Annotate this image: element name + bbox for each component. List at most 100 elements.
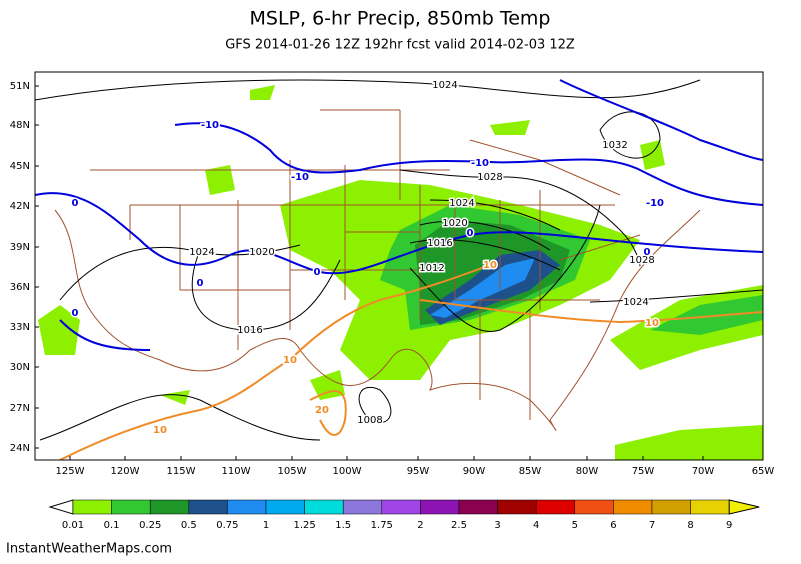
colorbar-box — [690, 499, 730, 515]
lat-label: 36N — [10, 282, 30, 293]
lon-label: 80W — [576, 466, 599, 477]
precip-area — [615, 425, 763, 460]
contour-label: -10 — [471, 158, 489, 169]
colorbar-box — [651, 499, 691, 515]
colorbar-label: 2.5 — [451, 520, 467, 531]
contour-label: 0 — [314, 267, 321, 278]
colorbar: 0.01 0.1 0.25 0.5 0.75 1 1.25 1.5 1.75 2 2.5 3 4 5 6 7 8… — [48, 499, 760, 531]
lon-label: 115W — [167, 466, 196, 477]
colorbar-label: 1.75 — [371, 520, 393, 531]
colorbar-box — [613, 499, 653, 515]
colorbar-label: 8 — [687, 520, 693, 531]
contour-label: 10 — [645, 318, 659, 329]
colorbar-label: 2 — [417, 520, 423, 531]
contour-label: 0 — [467, 228, 474, 239]
contour-label: 1028 — [629, 255, 654, 266]
lon-label: 65W — [752, 466, 775, 477]
cold-isotherm — [35, 79, 763, 351]
colorbar-box — [420, 499, 460, 515]
lat-label: 39N — [10, 242, 30, 253]
contour-label: 1024 — [189, 247, 214, 258]
colorbar-box — [149, 499, 190, 515]
contour-label: 10 — [483, 260, 497, 271]
lon-label: 95W — [407, 466, 430, 477]
colorbar-label: 1.5 — [335, 520, 351, 531]
colorbar-box — [342, 499, 383, 515]
lon-label: 70W — [692, 466, 715, 477]
colorbar-label: 0.1 — [104, 520, 120, 531]
colorbar-box — [535, 499, 576, 515]
colorbar-label: 4 — [533, 520, 539, 531]
contour-label: 0 — [197, 278, 204, 289]
colorbar-box — [574, 499, 614, 515]
coast — [54, 209, 701, 431]
contour-label: 10 — [283, 355, 297, 366]
lat-label: 27N — [10, 403, 30, 414]
lat-label: 45N — [10, 161, 30, 172]
colorbar-arrow — [728, 499, 760, 515]
contour-label: 20 — [315, 405, 329, 416]
lon-label: 125W — [56, 466, 85, 477]
lon-label: 85W — [519, 466, 542, 477]
colorbar-label: 0.25 — [139, 520, 161, 531]
lat-label: 24N — [10, 443, 30, 454]
lat-label: 48N — [10, 120, 30, 131]
colorbar-box — [304, 499, 344, 515]
lat-label: 33N — [10, 322, 30, 333]
colorbar-label: 9 — [726, 520, 732, 531]
colorbar-label: 7 — [649, 520, 655, 531]
contour-label: 1024 — [432, 80, 457, 91]
colorbar-label: 0.5 — [181, 520, 197, 531]
lon-label: 90W — [463, 466, 486, 477]
footer: InstantWeatherMaps.com — [6, 542, 172, 557]
contour-label: 1008 — [357, 415, 382, 426]
lon-label: 105W — [278, 466, 307, 477]
colorbar-label: 5 — [572, 520, 578, 531]
contour-label: -10 — [646, 198, 664, 209]
lat-label: 30N — [10, 362, 30, 373]
contour-label: 1012 — [419, 263, 444, 274]
colorbar-label: 1.25 — [293, 520, 315, 531]
precip-area — [430, 258, 535, 318]
colorbar-box — [381, 499, 421, 515]
colorbar-box — [227, 499, 267, 515]
contour-label: 1016 — [237, 325, 262, 336]
title: MSLP, 6-hr Precip, 850mb Temp — [250, 8, 551, 30]
contour-label: -10 — [291, 172, 309, 183]
lon-label: 75W — [632, 466, 655, 477]
warm-isotherm — [59, 264, 763, 460]
contour-label: 10 — [153, 425, 167, 436]
lon-label: 120W — [111, 466, 140, 477]
colorbar-label: 1 — [263, 520, 269, 531]
contour-label: 1032 — [602, 140, 627, 151]
lat-label: 42N — [10, 201, 30, 212]
colorbar-label: 0.75 — [216, 520, 238, 531]
precip-area — [650, 295, 763, 335]
map-frame — [34, 71, 764, 461]
colorbar-box — [497, 499, 537, 515]
colorbar-box — [188, 499, 228, 515]
contour-label: 1028 — [477, 172, 502, 183]
lat-label: 51N — [10, 81, 30, 92]
contour-label: 1024 — [449, 198, 474, 209]
contour-label: -10 — [201, 120, 219, 131]
colorbar-label: 3 — [494, 520, 500, 531]
colorbar-box — [111, 499, 151, 515]
contour-label: 1024 — [623, 297, 648, 308]
lon-label: 100W — [333, 466, 362, 477]
map-labels: 51N 48N 45N 42N 39N 36N 33N 30N 27N 24N 125W 120W 11… — [10, 79, 775, 478]
colorbar-box — [72, 499, 112, 515]
subtitle: GFS 2014-01-26 12Z 192hr fcst valid 2014… — [225, 38, 575, 53]
contour-label: 1016 — [427, 238, 452, 249]
isobar — [35, 79, 763, 441]
map: 51N 48N 45N 42N 39N 36N 33N 30N 27N 24N 125W 120W 11… — [10, 71, 775, 478]
contour-label: 0 — [644, 247, 651, 258]
colorbar-box — [265, 499, 305, 515]
contour-label: 1020 — [249, 247, 274, 258]
lon-label: 110W — [222, 466, 251, 477]
contour-label: 1020 — [442, 218, 467, 229]
colorbar-box — [458, 499, 498, 515]
colorbar-label: 6 — [610, 520, 616, 531]
precip-area — [38, 305, 80, 355]
